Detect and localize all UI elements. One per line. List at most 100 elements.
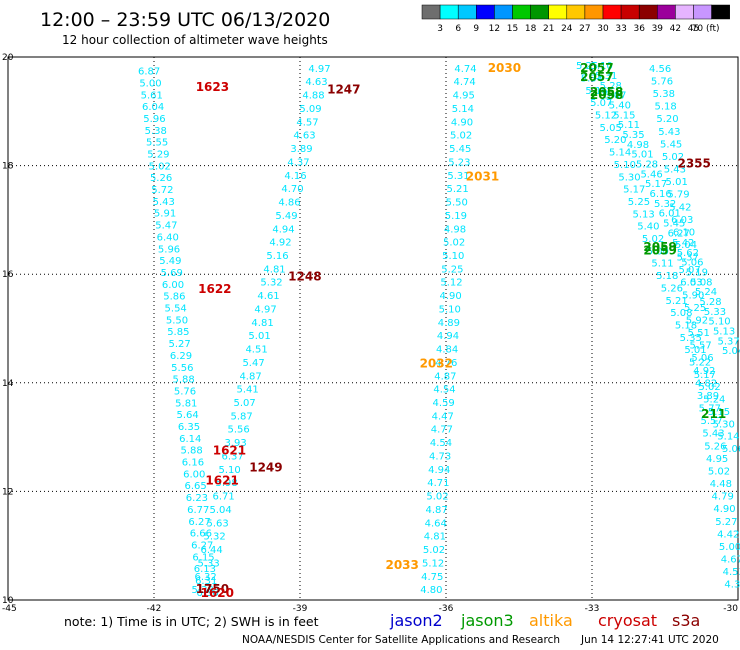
- wave-height-point: 5.47: [155, 221, 177, 232]
- wave-height-point: 5.23: [448, 157, 470, 168]
- wave-height-point: 5.27: [715, 517, 737, 528]
- wave-height-point: 4.80: [420, 585, 442, 596]
- wave-height-point: 4.71: [427, 478, 449, 489]
- satellite-legend: jason2 jason3 altika cryosat s3a: [389, 611, 700, 630]
- wave-height-point: 4.87: [426, 505, 448, 516]
- wave-height-point: 5.01: [248, 331, 270, 342]
- x-tick-label: -39: [293, 604, 308, 614]
- time-label: 1623: [196, 80, 229, 94]
- wave-height-point: 5.77: [699, 404, 721, 415]
- wave-height-point: 5.96: [143, 114, 165, 125]
- wave-height-point: 5.22: [689, 358, 711, 369]
- y-tick-label: 12: [2, 487, 13, 497]
- wave-height-point: 4.76: [435, 358, 457, 369]
- color-bar-swatch: [548, 4, 568, 20]
- wave-height-point: 5.02: [662, 152, 684, 163]
- wave-height-point: 6.00: [162, 280, 184, 291]
- wave-height-point: 5.24: [695, 287, 717, 298]
- color-bar-label: 33: [615, 24, 626, 34]
- wave-height-point: 5.15: [708, 407, 730, 418]
- credit-line: NOAA/NESDIS Center for Satellite Applica…: [242, 634, 560, 646]
- wave-height-point: 4.81: [263, 264, 285, 275]
- wave-height-point: 4.67: [721, 555, 740, 566]
- color-bar-swatch: [439, 4, 459, 20]
- wave-height-point: 4.53: [723, 567, 740, 578]
- wave-height-point: 5.57: [701, 416, 723, 427]
- wave-height-point: 5.40: [637, 222, 659, 233]
- wave-height-point: 5.50: [446, 198, 468, 209]
- x-tick-label: -36: [439, 604, 454, 614]
- wave-height-point: 4.51: [245, 345, 267, 356]
- wave-height-point: 5.07: [590, 98, 612, 109]
- wave-height-point: 4.88: [302, 91, 324, 102]
- wave-height-point: 4.16: [284, 171, 306, 182]
- wave-height-point: 5.14: [717, 432, 739, 443]
- x-tick-label: -45: [2, 604, 17, 614]
- wave-height-point: 5.34: [581, 73, 603, 84]
- time-label: 2033: [385, 558, 418, 572]
- wave-height-point: 5.38: [192, 585, 214, 596]
- wave-height-point: 3.89: [290, 144, 312, 155]
- footnote: note: 1) Time is in UTC; 2) SWH is in fe…: [64, 614, 319, 629]
- wave-height-point: 6.40: [157, 232, 179, 243]
- wave-height-point: 4.59: [432, 398, 454, 409]
- time-label: 2057: [580, 61, 613, 75]
- wave-height-point: 5.63: [207, 518, 229, 529]
- time-label: 2059: [643, 240, 676, 254]
- wave-height-point: 6.14: [179, 434, 201, 445]
- wave-height-point: 6.15: [192, 552, 214, 563]
- x-tick-label: -42: [147, 604, 162, 614]
- wave-height-point: 5.16: [266, 251, 288, 262]
- color-bar-swatch: [421, 4, 441, 20]
- wave-height-point: 5.19: [686, 268, 708, 279]
- wave-height-point: 4.61: [257, 291, 279, 302]
- wave-height-point: 4.97: [308, 64, 330, 75]
- wave-height-point: 4.86: [278, 198, 300, 209]
- wave-height-point: 5.01: [666, 177, 688, 188]
- wave-height-point: 5.56: [227, 425, 249, 436]
- wave-height-point: 6.23: [186, 493, 208, 504]
- wave-height-point: 5.04: [675, 240, 697, 251]
- wave-height-point: 4.47: [432, 411, 454, 422]
- wave-height-point: 5.29: [147, 150, 169, 161]
- wave-height-point: 5.02: [708, 466, 730, 477]
- y-tick-labels: 10 12 14 16 18 20: [2, 53, 14, 606]
- color-bar-label: 30: [597, 24, 609, 34]
- wave-height-point: 5.25: [684, 303, 706, 314]
- wave-height-point: 5.18: [675, 320, 697, 331]
- wave-height-point: 5.55: [146, 138, 168, 149]
- wave-height-point: 4.92: [269, 238, 291, 249]
- wave-height-point: 4.54: [433, 385, 455, 396]
- wave-height-point: 6.27: [188, 517, 210, 528]
- color-bar-label: 27: [579, 24, 590, 34]
- wave-height-point: 5.26: [150, 173, 172, 184]
- time-label: 211: [701, 407, 726, 421]
- time-label: 1248: [288, 269, 321, 283]
- wave-height-point: 5.43: [153, 197, 175, 208]
- wave-height-point: 5.30: [618, 172, 640, 183]
- wave-height-point: 4.74: [453, 77, 475, 88]
- wave-height-point: 4.73: [429, 451, 451, 462]
- wave-height-point: 5.51: [688, 328, 710, 339]
- wave-height-point: 5.04: [210, 505, 232, 516]
- time-label: 2057: [580, 70, 613, 84]
- time-label: 1750: [196, 582, 229, 596]
- wave-height-point: 5.45: [660, 139, 682, 150]
- wave-height-point: 5.10: [614, 160, 636, 171]
- wave-height-point: 5.30: [713, 419, 735, 430]
- time-label: 1247: [327, 83, 360, 97]
- wave-height-point: 5.10: [439, 304, 461, 315]
- wave-height-point: 6.04: [142, 102, 164, 113]
- color-bar-label: 21: [543, 24, 554, 34]
- wave-height-point: 6.16: [650, 189, 672, 200]
- satellite-track: 4.565.765.385.185.205.435.455.025.435.01…: [649, 64, 740, 591]
- wave-height-point: 5.07: [678, 265, 700, 276]
- wave-height-point: 5.42: [669, 202, 691, 213]
- time-label: 2031: [466, 169, 499, 183]
- wave-height-point: 5.13: [633, 209, 655, 220]
- wave-height-point: 5.25: [441, 264, 463, 275]
- wave-height-point: 5.19: [445, 211, 467, 222]
- wave-height-point: 4.37: [287, 157, 309, 168]
- wave-height-point: 5.57: [689, 341, 711, 352]
- color-bar-swatch: [512, 4, 531, 20]
